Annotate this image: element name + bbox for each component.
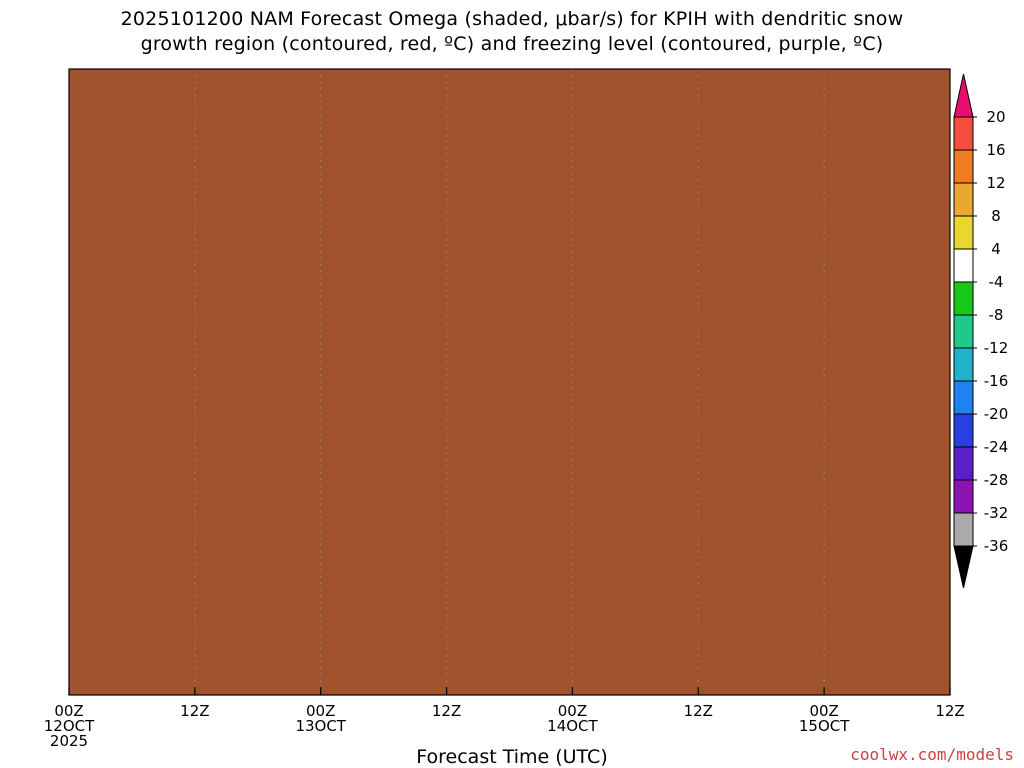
x-tick-label: 00Z [558,702,587,720]
colorbar-label: -36 [984,537,1009,555]
x-tick-label: 2025 [50,732,88,750]
x-axis-title: Forecast Time (UTC) [416,746,608,768]
colorbar-label: 20 [986,108,1005,126]
x-tick-label: 12Z [180,702,209,720]
x-tick-label: 12Z [935,702,964,720]
x-tick-label: 00Z [54,702,83,720]
colorbar-segment [953,215,974,250]
colorbar-label: -20 [984,405,1009,423]
colorbar-segment [953,512,974,547]
colorbar-label: 16 [986,141,1005,159]
colorbar-label: 8 [991,207,1001,225]
colorbar-segment [953,248,974,283]
colorbar-segment [953,314,974,349]
x-tick-label: 12Z [684,702,713,720]
colorbar-segment [953,116,974,151]
x-tick-label: 00Z [809,702,838,720]
credit-text: coolwx.com/models [850,745,1014,764]
colorbar-label: -32 [984,504,1009,522]
colorbar-label: -8 [989,306,1004,324]
chart-title-line-1: 2025101200 NAM Forecast Omega (shaded, μ… [120,8,904,30]
grid [194,69,825,695]
x-tick-label: 12Z [432,702,461,720]
colorbar-label: 12 [986,174,1005,192]
x-tick-label: 12OCT [44,717,95,735]
terrain-fill [69,69,950,695]
plot-frame [68,68,951,696]
colorbar-label: -24 [984,438,1009,456]
x-tick-label: 15OCT [799,717,850,735]
colorbar-label: 4 [991,240,1001,258]
colorbar-segment [953,413,974,448]
colorbar-segment [953,479,974,514]
colorbar-segment [953,446,974,481]
colorbar-top-arrow [953,73,974,118]
colorbar-segment [953,281,974,316]
colorbar-segment [953,380,974,415]
x-tick-label: 13OCT [295,717,346,735]
colorbar-segment [953,149,974,184]
chart-title-line-2: growth region (contoured, red, ºC) and f… [140,33,884,55]
x-tick-label: 00Z [306,702,335,720]
colorbar-segment [953,347,974,382]
colorbar-label: -16 [984,372,1009,390]
colorbar: 20 16 12 8 4 -4 -8 -12 -16 -20 -24 -28 -32 -36 [953,73,1009,589]
terrain [69,69,950,695]
colorbar-segment [953,182,974,217]
x-tick-label: 14OCT [547,717,598,735]
colorbar-label: -4 [989,273,1004,291]
colorbar-label: -12 [984,339,1009,357]
colorbar-bottom-arrow [953,545,974,589]
colorbar-label: -28 [984,471,1009,489]
